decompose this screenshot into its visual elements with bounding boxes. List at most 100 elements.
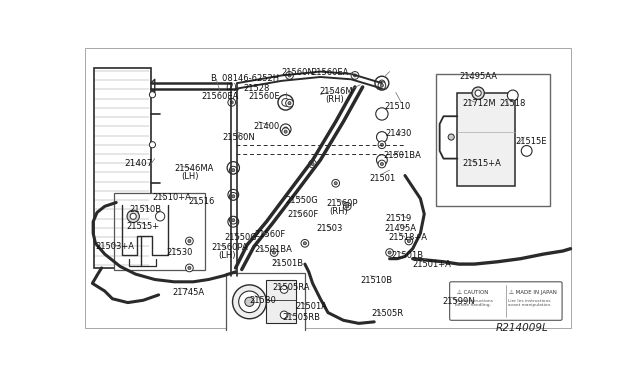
Text: 21516: 21516 xyxy=(189,197,215,206)
Text: 21515E: 21515E xyxy=(515,137,547,146)
Circle shape xyxy=(270,249,278,256)
Text: 21400: 21400 xyxy=(253,122,280,131)
Circle shape xyxy=(239,291,260,312)
Circle shape xyxy=(228,217,239,227)
Circle shape xyxy=(351,71,359,79)
Circle shape xyxy=(230,166,237,174)
Circle shape xyxy=(273,251,276,254)
Circle shape xyxy=(188,240,191,243)
Circle shape xyxy=(284,130,287,133)
Text: (LH): (LH) xyxy=(182,172,199,181)
Circle shape xyxy=(149,196,156,202)
Circle shape xyxy=(230,101,234,104)
Circle shape xyxy=(278,95,293,110)
Circle shape xyxy=(380,143,383,146)
Text: 21712M: 21712M xyxy=(462,99,495,108)
Circle shape xyxy=(380,163,383,166)
Circle shape xyxy=(376,155,387,166)
Circle shape xyxy=(407,240,410,243)
Circle shape xyxy=(186,237,193,245)
Circle shape xyxy=(303,242,307,245)
Text: 21407: 21407 xyxy=(124,158,152,168)
Text: 21510+A: 21510+A xyxy=(152,193,191,202)
Circle shape xyxy=(228,189,239,200)
Circle shape xyxy=(149,142,156,148)
Circle shape xyxy=(311,163,314,166)
Text: 21560EA: 21560EA xyxy=(312,68,349,77)
Text: 21560EA: 21560EA xyxy=(201,92,238,102)
Circle shape xyxy=(245,297,254,307)
Circle shape xyxy=(332,179,340,187)
Text: 21560P: 21560P xyxy=(326,199,358,208)
Circle shape xyxy=(232,285,266,319)
Circle shape xyxy=(227,162,239,174)
Circle shape xyxy=(405,237,413,245)
Circle shape xyxy=(285,99,293,107)
Text: 21505RB: 21505RB xyxy=(283,312,321,322)
Text: 21546M: 21546M xyxy=(319,87,353,96)
Bar xyxy=(114,193,205,270)
Text: 21501: 21501 xyxy=(369,174,396,183)
Circle shape xyxy=(230,217,237,224)
Text: Lire les instructions
avant manipulation.: Lire les instructions avant manipulation… xyxy=(508,299,552,307)
Text: 21495AA: 21495AA xyxy=(459,71,497,81)
Text: 21560N: 21560N xyxy=(223,133,255,142)
Text: 21528: 21528 xyxy=(243,84,269,93)
Circle shape xyxy=(188,266,191,269)
Circle shape xyxy=(230,192,237,200)
Text: 21501+A: 21501+A xyxy=(413,260,452,269)
Text: 21550G: 21550G xyxy=(224,233,257,242)
Circle shape xyxy=(186,264,193,272)
Circle shape xyxy=(334,182,337,185)
Text: 21505RA: 21505RA xyxy=(273,283,310,292)
Circle shape xyxy=(472,87,484,99)
Text: 21560PA: 21560PA xyxy=(211,243,248,252)
Circle shape xyxy=(508,90,518,101)
Text: 21501BA: 21501BA xyxy=(255,245,292,254)
Circle shape xyxy=(280,311,288,319)
Circle shape xyxy=(232,169,235,172)
Bar xyxy=(227,273,305,336)
Bar xyxy=(266,280,296,323)
Circle shape xyxy=(228,99,236,106)
Circle shape xyxy=(284,127,288,132)
Text: 21560N: 21560N xyxy=(281,68,314,77)
Text: 21505R: 21505R xyxy=(371,309,403,318)
Text: 21599N: 21599N xyxy=(442,297,475,306)
Circle shape xyxy=(475,90,481,96)
Text: (RH): (RH) xyxy=(329,207,348,216)
Text: 21560F: 21560F xyxy=(254,230,285,239)
Text: 21745A: 21745A xyxy=(172,288,205,297)
Circle shape xyxy=(288,74,291,77)
Text: (2): (2) xyxy=(225,83,237,92)
Text: 21510B: 21510B xyxy=(129,205,161,214)
Text: Read instructions
before handling.: Read instructions before handling. xyxy=(455,299,493,307)
Circle shape xyxy=(149,238,156,244)
Text: 21501BA: 21501BA xyxy=(383,151,421,160)
Text: R214009L: R214009L xyxy=(496,323,548,333)
Circle shape xyxy=(388,251,391,254)
Circle shape xyxy=(301,240,308,247)
Text: 21501A: 21501A xyxy=(296,302,328,311)
Circle shape xyxy=(232,195,235,198)
Circle shape xyxy=(386,249,394,256)
FancyBboxPatch shape xyxy=(450,282,562,320)
Circle shape xyxy=(127,210,140,222)
Text: 21519: 21519 xyxy=(386,214,412,223)
Bar xyxy=(436,74,550,206)
Circle shape xyxy=(378,81,386,89)
Text: 215B0: 215B0 xyxy=(250,296,276,305)
Circle shape xyxy=(378,160,386,168)
Circle shape xyxy=(285,71,293,79)
Text: 21546MA: 21546MA xyxy=(174,164,213,173)
Circle shape xyxy=(375,76,389,90)
Circle shape xyxy=(280,124,291,135)
Circle shape xyxy=(308,160,316,168)
Circle shape xyxy=(130,213,136,219)
Circle shape xyxy=(521,145,532,156)
Circle shape xyxy=(380,84,383,87)
Circle shape xyxy=(353,74,356,77)
Circle shape xyxy=(376,132,387,142)
Text: 21503: 21503 xyxy=(316,224,343,233)
Text: 21560E: 21560E xyxy=(249,92,280,102)
